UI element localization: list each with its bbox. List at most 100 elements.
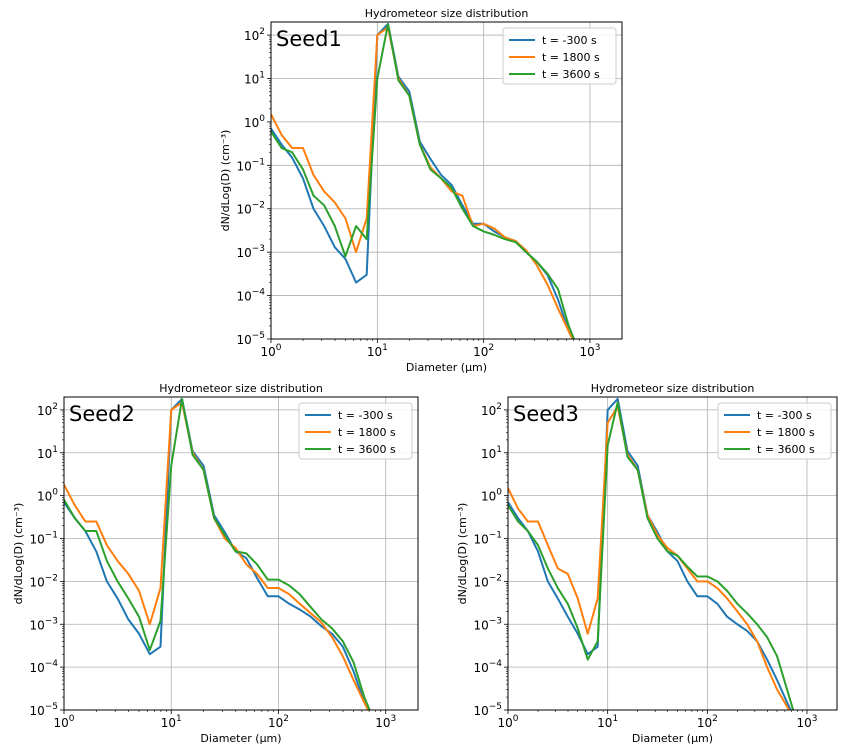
y-tick-base: 10	[473, 618, 488, 632]
y-tick-base: 10	[29, 704, 44, 718]
legend-label-0: t = -300 s	[338, 409, 393, 422]
series-line-1	[508, 405, 791, 710]
y-tick-base: 10	[481, 447, 496, 461]
x-tick-label: 101	[367, 343, 388, 359]
y-tick-exponent: −4	[45, 659, 59, 669]
x-tick-base: 10	[473, 345, 488, 359]
x-tick-exponent: 1	[612, 714, 618, 724]
chart-title: Hydrometeor size distribution	[591, 382, 755, 395]
y-tick-label: 10−3	[236, 244, 265, 260]
x-tick-exponent: 3	[595, 343, 601, 353]
x-tick-exponent: 1	[382, 343, 388, 353]
legend-label-2: t = 3600 s	[338, 443, 396, 456]
x-tick-base: 10	[53, 716, 68, 730]
y-tick-exponent: 2	[496, 402, 502, 412]
y-tick-label: 10−3	[29, 616, 58, 632]
y-tick-base: 10	[29, 533, 44, 547]
x-tick-base: 10	[268, 716, 283, 730]
legend-box	[298, 402, 413, 460]
y-tick-base: 10	[37, 490, 52, 504]
chart-title: Hydrometeor size distribution	[365, 7, 529, 20]
chart-panel: 100 101 102 10310−510−410−310−210−110010110…	[456, 382, 838, 745]
y-tick-exponent: 0	[259, 114, 265, 124]
y-tick-label: 100	[37, 488, 58, 504]
x-tick-exponent: 1	[176, 714, 182, 724]
series-line-2	[508, 401, 795, 710]
x-tick-label: 100	[260, 343, 281, 359]
y-tick-exponent: −5	[45, 702, 58, 712]
x-tick-base: 10	[260, 345, 275, 359]
x-tick-label: 102	[697, 714, 718, 730]
x-tick-label: 102	[473, 343, 494, 359]
y-tick-exponent: −5	[489, 702, 502, 712]
y-tick-base: 10	[236, 333, 251, 347]
x-axis-label: Diameter (µm)	[406, 361, 487, 374]
y-tick-label: 10−4	[473, 659, 502, 675]
x-tick-base: 10	[375, 716, 390, 730]
chart-title: Hydrometeor size distribution	[159, 382, 323, 395]
y-tick-label: 102	[37, 402, 58, 418]
y-tick-label: 100	[244, 114, 265, 130]
x-tick-exponent: 3	[812, 714, 818, 724]
y-tick-base: 10	[37, 447, 52, 461]
y-axis-label: dN/dLog(D) (cm⁻³)	[456, 503, 469, 605]
y-tick-exponent: 1	[259, 70, 265, 80]
axes-frame	[507, 396, 838, 711]
x-tick-exponent: 3	[390, 714, 396, 724]
y-tick-label: 102	[244, 27, 265, 43]
y-tick-base: 10	[473, 533, 488, 547]
x-tick-base: 10	[697, 716, 712, 730]
y-tick-exponent: −1	[45, 531, 58, 541]
series-line-2	[271, 22, 576, 339]
x-axis-label: Diameter (µm)	[632, 732, 713, 745]
legend: t = -300 s t = 1800 s t = 3600 s	[717, 402, 832, 460]
x-tick-label: 101	[597, 714, 618, 730]
x-tick-label: 102	[268, 714, 289, 730]
series-line-2	[64, 397, 371, 710]
y-tick-base: 10	[236, 203, 251, 217]
y-tick-exponent: −5	[252, 331, 265, 341]
y-tick-base: 10	[244, 72, 259, 86]
legend-box	[717, 402, 832, 460]
x-axis-label: Diameter (µm)	[200, 732, 281, 745]
y-tick-label: 10−2	[236, 201, 265, 217]
x-tick-exponent: 2	[488, 343, 494, 353]
legend-label-0: t = -300 s	[542, 34, 597, 47]
y-tick-label: 10−1	[473, 531, 502, 547]
y-tick-base: 10	[481, 404, 496, 418]
x-tick-exponent: 0	[513, 714, 519, 724]
x-tick-exponent: 0	[69, 714, 75, 724]
y-axis-label: dN/dLog(D) (cm⁻³)	[12, 503, 25, 605]
x-tick-exponent: 2	[283, 714, 289, 724]
y-tick-exponent: −2	[489, 573, 502, 583]
legend-label-1: t = 1800 s	[757, 426, 815, 439]
legend-label-1: t = 1800 s	[338, 426, 396, 439]
legend: t = -300 s t = 1800 s t = 3600 s	[502, 27, 617, 85]
y-tick-base: 10	[29, 618, 44, 632]
y-tick-base: 10	[29, 575, 44, 589]
legend-label-1: t = 1800 s	[542, 51, 600, 64]
y-tick-label: 10−5	[29, 702, 58, 718]
y-tick-base: 10	[236, 290, 251, 304]
x-tick-label: 100	[497, 714, 518, 730]
legend-label-0: t = -300 s	[757, 409, 812, 422]
x-tick-base: 10	[367, 345, 382, 359]
axes-frame	[270, 21, 623, 340]
y-tick-label: 10−2	[473, 573, 502, 589]
y-tick-exponent: −1	[252, 157, 265, 167]
legend-box	[502, 27, 617, 85]
y-tick-exponent: −4	[489, 659, 503, 669]
y-tick-label: 100	[481, 488, 502, 504]
y-tick-exponent: −3	[252, 244, 265, 254]
panel-label: Seed3	[513, 402, 579, 426]
y-tick-exponent: 2	[259, 27, 265, 37]
y-tick-base: 10	[236, 246, 251, 260]
panel-label: Seed1	[276, 27, 342, 51]
y-tick-label: 10−4	[29, 659, 58, 675]
x-tick-base: 10	[161, 716, 176, 730]
y-tick-label: 10−5	[473, 702, 502, 718]
y-tick-label: 101	[481, 445, 502, 461]
y-tick-exponent: 1	[52, 445, 58, 455]
x-tick-label: 103	[375, 714, 396, 730]
chart-panel: 100 101 102 10310−510−410−310−210−110010110…	[219, 7, 623, 374]
